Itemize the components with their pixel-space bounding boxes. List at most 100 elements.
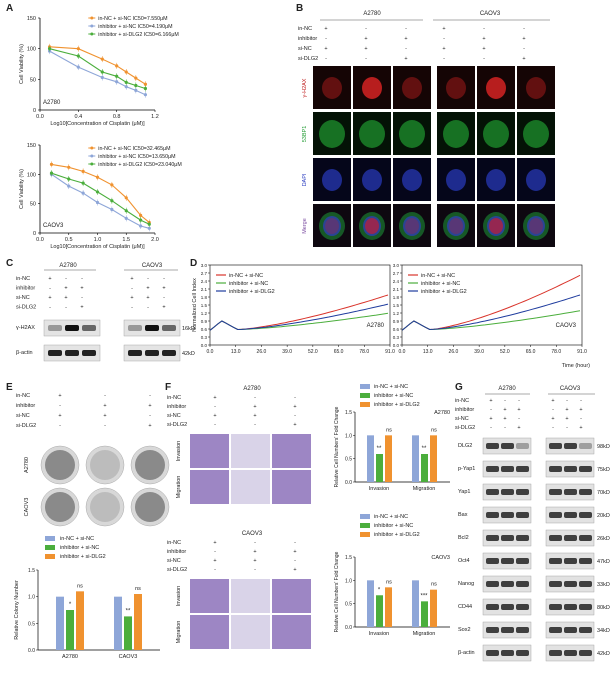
band bbox=[549, 581, 562, 587]
band bbox=[486, 489, 499, 495]
band bbox=[486, 558, 499, 564]
sign: + bbox=[148, 423, 151, 429]
y-tick-label: 2.4 bbox=[393, 279, 400, 284]
cell-signal bbox=[362, 77, 382, 99]
sign: + bbox=[162, 286, 165, 292]
band bbox=[549, 443, 562, 449]
band bbox=[486, 535, 499, 541]
legend-label: in-NC + si-NC bbox=[60, 536, 94, 542]
y-tick-label: 150 bbox=[27, 143, 36, 149]
x-tick-label: 1.2 bbox=[151, 114, 159, 120]
y-tick-label: 0.3 bbox=[201, 335, 208, 340]
bar bbox=[56, 596, 64, 650]
sign: + bbox=[146, 295, 149, 301]
band bbox=[486, 466, 499, 472]
sign: + bbox=[253, 404, 256, 410]
colony-stain bbox=[90, 492, 120, 522]
band bbox=[516, 535, 529, 541]
legend-marker bbox=[90, 16, 94, 20]
x-tick-label: 52.0 bbox=[308, 349, 318, 355]
x-tick-label: CAOV3 bbox=[119, 654, 138, 660]
transwell-image bbox=[272, 579, 311, 613]
y-tick-label: 2.7 bbox=[393, 271, 400, 276]
sign: - bbox=[443, 56, 445, 62]
y-tick-label: 1.2 bbox=[393, 311, 400, 316]
cell-signal bbox=[443, 120, 469, 148]
micrograph-panel bbox=[393, 66, 431, 109]
cell-line-label: A2780 bbox=[43, 100, 61, 106]
transwell-image bbox=[231, 579, 270, 613]
foci-red bbox=[449, 218, 463, 234]
x-tick-label: 65.0 bbox=[334, 349, 344, 355]
sign: - bbox=[81, 295, 83, 301]
band bbox=[516, 581, 529, 587]
series-line-1 bbox=[49, 50, 146, 96]
band bbox=[579, 604, 592, 610]
assay-label: Migration bbox=[176, 621, 182, 644]
panel-label-b: B bbox=[296, 3, 304, 14]
cell-line-label: CAOV3 bbox=[556, 323, 577, 329]
x-tick-label: 39.0 bbox=[474, 349, 484, 355]
sign: + bbox=[130, 295, 133, 301]
sign: - bbox=[504, 425, 506, 431]
sign: - bbox=[552, 407, 554, 413]
nucleus-blue bbox=[403, 216, 421, 236]
legend-label: inhibitor + si-NC bbox=[60, 545, 99, 551]
band bbox=[65, 350, 79, 356]
y-axis-label: Relative Colony Number bbox=[14, 580, 20, 640]
bar bbox=[412, 580, 419, 627]
sign: + bbox=[48, 276, 51, 282]
cell-header: A2780 bbox=[243, 386, 261, 392]
band bbox=[501, 558, 514, 564]
sign: + bbox=[324, 26, 327, 32]
cell-header: A2780 bbox=[59, 263, 77, 269]
x-tick-label: Invasion bbox=[369, 486, 390, 492]
series-line-1 bbox=[51, 173, 150, 229]
sign: + bbox=[58, 413, 61, 419]
band bbox=[516, 558, 529, 564]
sign: - bbox=[65, 276, 67, 282]
sign: + bbox=[64, 295, 67, 301]
x-tick-label: 0.5 bbox=[65, 237, 73, 243]
band bbox=[486, 627, 499, 633]
y-tick-label: 0.9 bbox=[201, 319, 208, 324]
condition-label: si-DLG2 bbox=[167, 567, 187, 573]
sign: - bbox=[147, 305, 149, 311]
condition-label: inhibitor bbox=[16, 403, 35, 409]
bar bbox=[367, 580, 374, 627]
x-tick-label: Migration bbox=[413, 486, 436, 492]
condition-label: in-NC bbox=[167, 540, 181, 546]
foci-red bbox=[325, 218, 339, 234]
colony-stain bbox=[90, 450, 120, 480]
legend-label: inhibitor + si-NC bbox=[229, 281, 268, 287]
band bbox=[579, 489, 592, 495]
band bbox=[501, 535, 514, 541]
y-tick-label: 1.0 bbox=[345, 433, 352, 439]
band bbox=[564, 535, 577, 541]
transwell-image bbox=[190, 579, 229, 613]
band-size: 33kD bbox=[597, 582, 610, 588]
channel-label: DAPI bbox=[302, 173, 308, 186]
band bbox=[564, 512, 577, 518]
bar bbox=[114, 596, 122, 650]
band bbox=[501, 581, 514, 587]
sign: - bbox=[49, 305, 51, 311]
band bbox=[549, 489, 562, 495]
sign: + bbox=[324, 46, 327, 52]
sign: - bbox=[254, 540, 256, 546]
band bbox=[501, 604, 514, 610]
legend-label: inhibitor + si-NC bbox=[421, 281, 460, 287]
sign: + bbox=[482, 46, 485, 52]
x-tick-label: 1.5 bbox=[122, 237, 130, 243]
cell-header: A2780 bbox=[498, 386, 516, 392]
sign: - bbox=[580, 398, 582, 404]
sign: - bbox=[59, 423, 61, 429]
sign: - bbox=[552, 425, 554, 431]
y-tick-label: 1.5 bbox=[345, 410, 352, 416]
band-label: γ-H2AX bbox=[16, 325, 35, 331]
x-tick-label: 91.0 bbox=[577, 349, 587, 355]
panel-label-c: C bbox=[6, 258, 14, 269]
legend-label: inhibitor + si-NC IC50=4.190μM bbox=[98, 24, 172, 30]
cell-signal bbox=[446, 77, 466, 99]
significance: ns bbox=[386, 579, 392, 585]
